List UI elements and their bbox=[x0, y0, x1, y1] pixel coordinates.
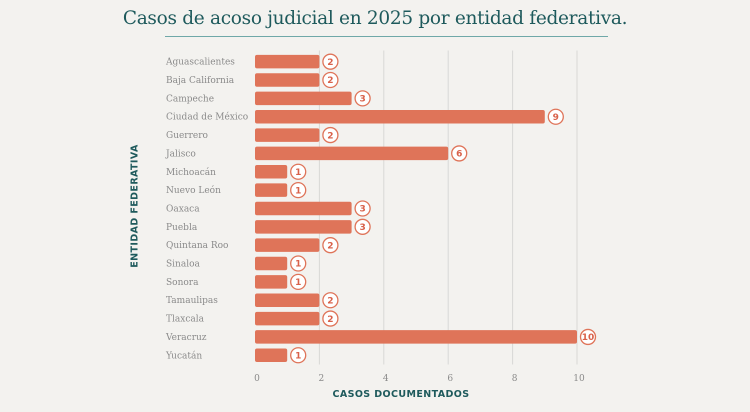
category-label: Veracruz bbox=[165, 333, 207, 343]
bar bbox=[255, 311, 320, 326]
data-label: 2 bbox=[327, 58, 333, 68]
value-badge bbox=[579, 328, 597, 346]
category-label: Michoacán bbox=[166, 167, 216, 178]
value-badge bbox=[547, 108, 564, 125]
data-label: 1 bbox=[295, 168, 301, 178]
data-label: 3 bbox=[359, 223, 365, 233]
category-label: Tamaulipas bbox=[166, 296, 218, 306]
x-tick-label: 4 bbox=[383, 374, 389, 384]
x-tick-label: 2 bbox=[319, 374, 325, 384]
category-label: Guerrero bbox=[166, 131, 208, 141]
category-label: Oaxaca bbox=[166, 204, 200, 214]
title-underline bbox=[165, 36, 608, 37]
bar bbox=[255, 220, 352, 234]
category-label: Nuevo León bbox=[166, 185, 221, 196]
category-label: Tlaxcala bbox=[166, 315, 205, 325]
category-label: Quintana Roo bbox=[166, 241, 228, 251]
chart-title: Casos de acoso judicial en 2025 por enti… bbox=[122, 8, 628, 29]
category-label: Jalisco bbox=[165, 149, 196, 159]
bar bbox=[255, 183, 288, 197]
bar bbox=[255, 146, 449, 161]
bar bbox=[255, 54, 320, 69]
data-label: 1 bbox=[295, 278, 301, 288]
value-badge bbox=[290, 273, 307, 291]
x-tick-label: 8 bbox=[512, 374, 518, 384]
value-badge bbox=[322, 310, 339, 327]
category-label: Sonora bbox=[166, 278, 199, 288]
data-label: 1 bbox=[295, 186, 301, 196]
data-label: 2 bbox=[327, 131, 333, 141]
bar bbox=[255, 238, 320, 252]
bar bbox=[255, 73, 320, 87]
x-tick-label: 10 bbox=[573, 374, 585, 384]
bar bbox=[255, 109, 545, 124]
bar bbox=[255, 330, 577, 344]
category-label: Aguascalientes bbox=[165, 58, 235, 68]
data-label: 2 bbox=[327, 76, 333, 86]
bar bbox=[255, 348, 288, 363]
data-label: 1 bbox=[295, 260, 301, 270]
category-label: Sinaloa bbox=[166, 260, 201, 270]
data-label: 1 bbox=[295, 351, 301, 361]
bar bbox=[255, 293, 320, 307]
data-label: 10 bbox=[582, 333, 595, 343]
data-label: 3 bbox=[359, 205, 365, 215]
category-label: Campeche bbox=[166, 94, 214, 104]
x-tick-label: 0 bbox=[254, 374, 260, 384]
value-badge bbox=[322, 53, 339, 70]
bar bbox=[255, 128, 320, 142]
value-badge bbox=[322, 71, 339, 89]
value-badge bbox=[354, 218, 371, 235]
bar bbox=[255, 165, 288, 179]
bar bbox=[255, 201, 352, 216]
data-label: 6 bbox=[456, 150, 462, 160]
value-badge bbox=[451, 145, 468, 162]
bar bbox=[255, 91, 352, 106]
value-badge bbox=[290, 163, 307, 180]
x-axis-title: CASOS DOCUMENTADOS bbox=[332, 389, 470, 400]
bar bbox=[255, 256, 288, 271]
category-label: Baja California bbox=[166, 76, 235, 86]
data-label: 9 bbox=[553, 113, 559, 123]
value-badge bbox=[290, 347, 307, 364]
value-badge bbox=[322, 292, 339, 309]
value-badge bbox=[290, 181, 307, 199]
data-label: 2 bbox=[327, 315, 333, 325]
value-badge bbox=[322, 126, 339, 144]
value-badge bbox=[354, 90, 371, 107]
data-label: 3 bbox=[359, 95, 365, 105]
value-badge bbox=[354, 200, 371, 217]
bar bbox=[255, 275, 288, 289]
value-badge bbox=[322, 237, 339, 254]
data-label: 2 bbox=[327, 241, 333, 251]
category-label: Ciudad de México bbox=[166, 112, 248, 123]
category-label: Puebla bbox=[166, 223, 198, 233]
x-tick-label: 6 bbox=[447, 374, 453, 384]
value-badge bbox=[290, 255, 307, 272]
data-label: 2 bbox=[327, 296, 333, 306]
category-label: Yucatán bbox=[165, 350, 202, 361]
